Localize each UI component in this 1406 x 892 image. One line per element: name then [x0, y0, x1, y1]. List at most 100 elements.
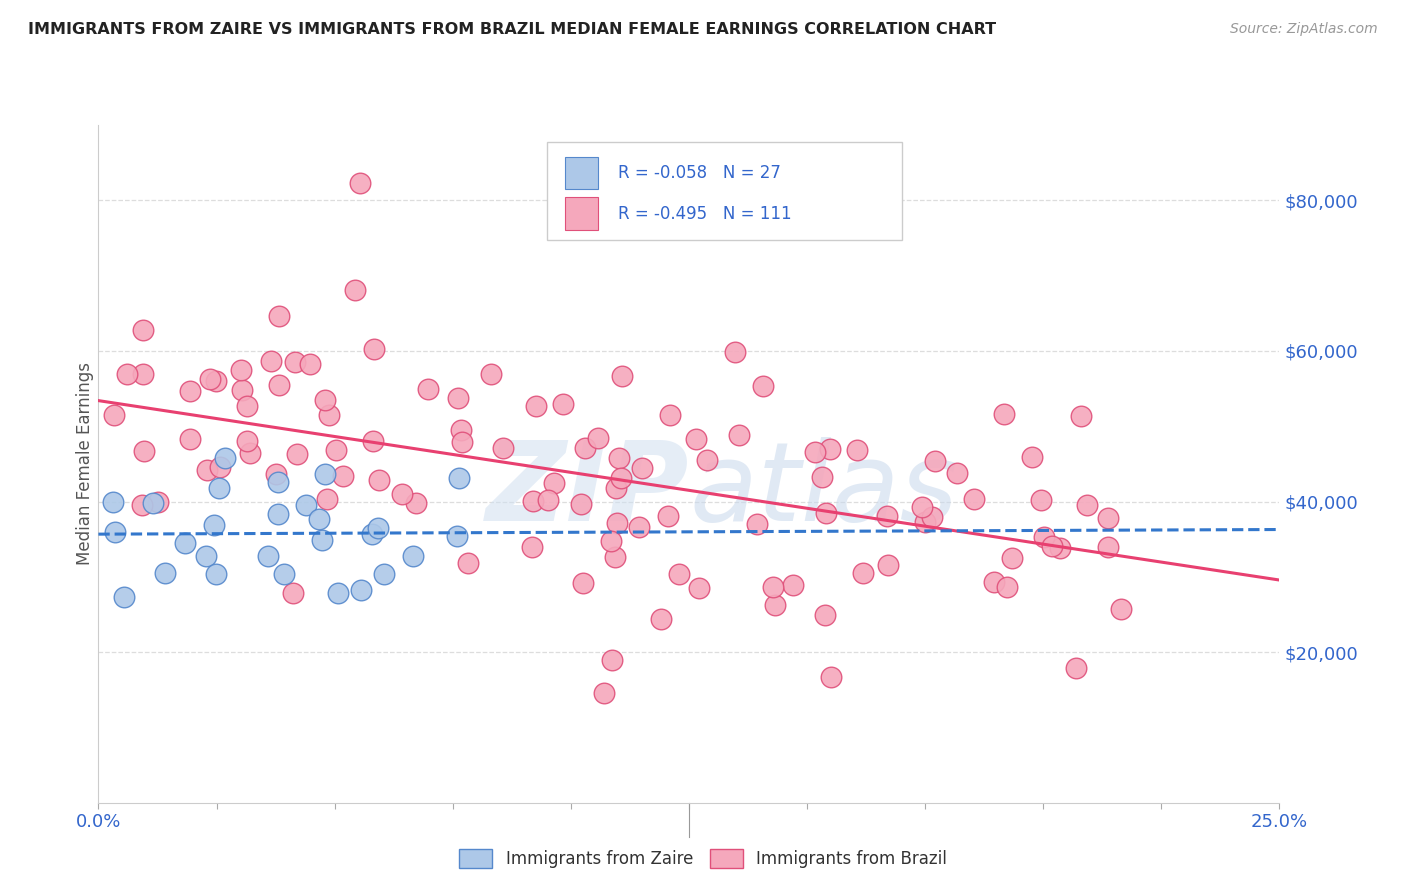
Point [285, 447, 308, 461]
Point [600, 653, 623, 667]
Point [924, 453, 946, 467]
Point [551, 397, 574, 411]
Point [104, 525, 127, 540]
Text: Source: ZipAtlas.com: Source: ZipAtlas.com [1230, 22, 1378, 37]
Point [231, 363, 253, 377]
Point [257, 549, 280, 564]
Point [295, 499, 318, 513]
Text: atlas: atlas [689, 437, 957, 544]
Point [983, 574, 1005, 589]
Point [963, 492, 986, 507]
Point [724, 344, 747, 359]
Point [685, 432, 707, 446]
Point [1033, 530, 1056, 544]
Point [174, 536, 197, 550]
FancyBboxPatch shape [547, 142, 901, 240]
Point [1029, 493, 1052, 508]
Point [1064, 661, 1087, 675]
Point [363, 342, 385, 356]
Point [260, 353, 283, 368]
Point [281, 585, 304, 599]
Point [350, 583, 373, 598]
Point [609, 471, 631, 485]
Point [479, 367, 502, 381]
Point [361, 434, 384, 449]
Point [416, 382, 439, 396]
Point [1109, 602, 1132, 616]
Point [818, 442, 841, 456]
Text: ZIP: ZIP [485, 437, 689, 544]
Point [195, 549, 218, 563]
Point [214, 450, 236, 465]
Point [235, 434, 257, 449]
Point [537, 493, 560, 508]
Point [402, 549, 425, 563]
Point [911, 500, 934, 515]
FancyBboxPatch shape [565, 197, 598, 230]
Y-axis label: Median Female Earnings: Median Female Earnings [76, 362, 94, 566]
Point [208, 459, 231, 474]
Point [146, 495, 169, 509]
Point [599, 534, 621, 549]
Point [1070, 409, 1092, 424]
Point [308, 512, 330, 526]
Point [115, 367, 138, 381]
Point [631, 461, 654, 475]
Point [447, 470, 470, 484]
Point [142, 496, 165, 510]
Point [650, 612, 672, 626]
Point [921, 509, 943, 524]
Point [179, 384, 201, 399]
Point [524, 399, 547, 413]
Point [207, 481, 229, 495]
Point [814, 608, 837, 623]
Point [803, 444, 825, 458]
Point [239, 445, 262, 459]
Point [606, 516, 628, 530]
Point [543, 476, 565, 491]
Point [267, 475, 290, 489]
Point [311, 533, 333, 547]
Point [593, 686, 616, 700]
Point [231, 384, 253, 398]
Point [876, 558, 898, 573]
Legend: Immigrants from Zaire, Immigrants from Brazil: Immigrants from Zaire, Immigrants from B… [453, 842, 953, 875]
Point [368, 473, 391, 487]
Point [298, 357, 321, 371]
Point [993, 407, 1015, 421]
Point [492, 441, 515, 455]
FancyBboxPatch shape [565, 157, 598, 189]
Point [668, 567, 690, 582]
Point [603, 550, 626, 565]
Point [360, 527, 382, 541]
Point [132, 323, 155, 337]
Text: R = -0.495   N = 111: R = -0.495 N = 111 [619, 204, 792, 223]
Point [235, 399, 257, 413]
Point [810, 470, 832, 484]
Point [267, 507, 290, 521]
Point [657, 509, 679, 524]
Point [658, 409, 681, 423]
Point [267, 378, 290, 392]
Point [179, 432, 201, 446]
Point [1021, 450, 1043, 464]
Point [1001, 551, 1024, 566]
Point [314, 393, 336, 408]
Point [1097, 511, 1119, 525]
Point [101, 495, 124, 509]
Point [945, 466, 967, 480]
Point [284, 355, 307, 369]
Point [815, 507, 838, 521]
Point [205, 374, 228, 388]
Point [103, 409, 125, 423]
Point [627, 520, 650, 534]
Point [391, 486, 413, 500]
Point [605, 481, 627, 495]
Point [688, 581, 710, 595]
Point [314, 467, 336, 481]
Point [349, 176, 371, 190]
Point [446, 529, 468, 543]
Point [752, 378, 775, 392]
Point [326, 586, 349, 600]
Point [820, 670, 842, 684]
